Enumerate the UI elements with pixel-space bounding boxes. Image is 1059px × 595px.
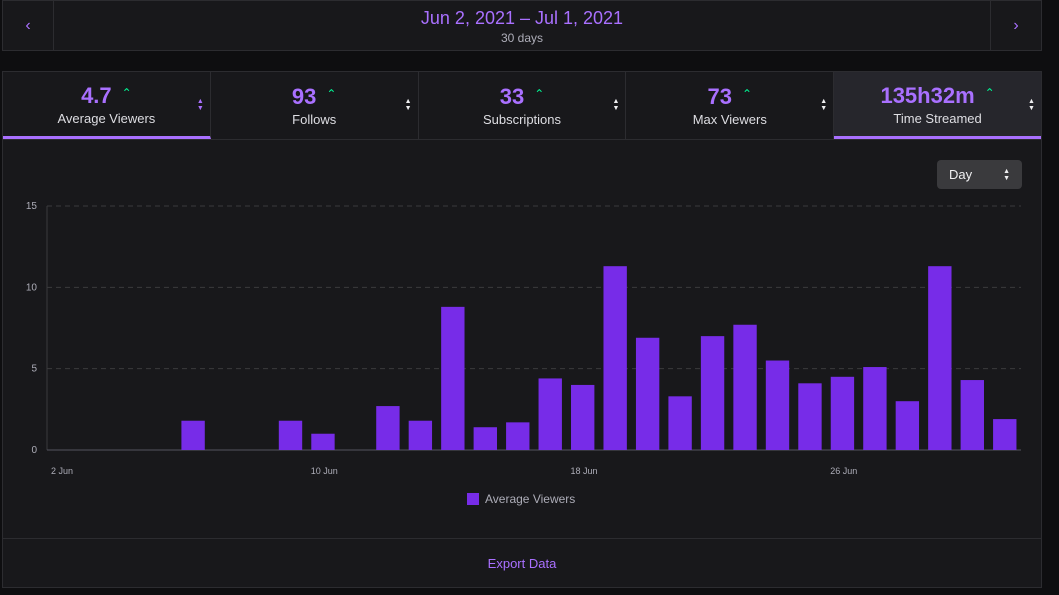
stat-value: 73 (707, 84, 732, 109)
export-data-link[interactable]: Export Data (487, 555, 557, 571)
stat-label: Average Viewers (57, 110, 156, 126)
y-tick-label: 10 (26, 282, 38, 293)
stats-tabs: 4.7 ⌃ Average Viewers ▲ ▼ 93 ⌃ Follows ▲ ▼… (3, 72, 1041, 140)
x-tick-label: 18 Jun (570, 466, 597, 476)
date-range-days: 30 days (500, 30, 544, 45)
sort-icon[interactable]: ▲ ▼ (196, 98, 204, 112)
stat-tab-max-viewers[interactable]: 73 ⌃ Max Viewers ▲ ▼ (626, 72, 835, 139)
stat-tab-average-viewers[interactable]: 4.7 ⌃ Average Viewers ▲ ▼ (3, 72, 211, 139)
bar-27-jun (863, 367, 887, 450)
period-select-value: Day (949, 167, 973, 182)
bar-28-jun (895, 401, 920, 450)
next-period-button[interactable]: › (990, 1, 1041, 50)
bar-13-jun (408, 420, 433, 450)
x-tick-label: 2 Jun (51, 466, 73, 476)
bar-15-jun (473, 427, 497, 450)
bar-17-jun (538, 378, 562, 450)
bar-10-jun (311, 433, 335, 450)
bar-1-jul (993, 419, 1017, 450)
chevron-left-icon: ‹ (25, 16, 31, 34)
stat-tab-time-streamed[interactable]: 135h32m ⌃ Time Streamed ▲ ▼ (834, 72, 1041, 139)
x-tick-label: 10 Jun (311, 466, 338, 476)
x-tick-label: 26 Jun (830, 466, 857, 476)
stats-panel: 4.7 ⌃ Average Viewers ▲ ▼ 93 ⌃ Follows ▲ ▼… (2, 71, 1042, 588)
chevron-right-icon: › (1013, 16, 1019, 34)
bar-12-jun (376, 406, 400, 450)
legend-swatch (467, 493, 479, 505)
trend-up-icon: ⌃ (326, 87, 337, 101)
export-row: Export Data (3, 538, 1041, 587)
bar-25-jun (798, 383, 822, 450)
period-select[interactable]: Day ▲ ▼ (937, 160, 1022, 189)
stat-value: 4.7 (81, 82, 112, 108)
bar-16-jun (506, 422, 530, 450)
bar-29-jun (928, 266, 952, 450)
stat-label: Subscriptions (482, 112, 562, 127)
date-range-label: Jun 2, 2021 – Jul 1, 2021 (420, 7, 624, 28)
date-range-bar: ‹ Jun 2, 2021 – Jul 1, 2021 30 days › (2, 0, 1042, 51)
bar-23-jun (733, 324, 757, 450)
date-range-display: Jun 2, 2021 – Jul 1, 2021 30 days (54, 1, 990, 50)
sort-icon[interactable]: ▲ ▼ (404, 98, 412, 112)
select-caret-icon: ▲ ▼ (1003, 167, 1010, 182)
stat-label: Max Viewers (692, 112, 767, 127)
y-tick-label: 15 (26, 201, 38, 212)
stat-tab-follows[interactable]: 93 ⌃ Follows ▲ ▼ (211, 72, 419, 139)
legend-label: Average Viewers (485, 492, 575, 506)
stat-value: 135h32m (880, 82, 975, 108)
sort-icon[interactable]: ▲ ▼ (820, 98, 828, 112)
stat-label: Time Streamed (893, 110, 982, 126)
bar-21-jun (668, 396, 692, 450)
bar-6-jun (181, 420, 205, 450)
y-tick-label: 5 (31, 364, 37, 375)
bar-9-jun (278, 420, 303, 450)
bar-20-jun (635, 337, 660, 450)
average-viewers-chart: 0 5 10 15 2 Jun 10 Jun 18 Jun 26 Jun Average Vie… (26, 201, 1021, 506)
stat-tab-subscriptions[interactable]: 33 ⌃ Subscriptions ▲ ▼ (419, 72, 627, 139)
trend-up-icon: ⌃ (121, 85, 132, 100)
stat-label: Follows (292, 112, 337, 127)
stat-value: 93 (291, 84, 317, 109)
stat-value: 33 (499, 84, 525, 109)
bar-14-jun (441, 306, 465, 450)
bar-30-jun (960, 380, 984, 450)
bar-19-jun (603, 266, 627, 450)
previous-period-button[interactable]: ‹ (3, 1, 54, 50)
sort-icon[interactable]: ▲ ▼ (612, 98, 620, 112)
sort-icon[interactable]: ▲ ▼ (1028, 98, 1035, 112)
y-tick-label: 0 (31, 445, 37, 456)
trend-up-icon: ⌃ (534, 87, 545, 101)
trend-up-icon: ⌃ (984, 85, 995, 100)
trend-up-icon: ⌃ (742, 87, 753, 101)
bar-26-jun (830, 376, 855, 450)
bar-18-jun (571, 384, 595, 450)
bar-22-jun (700, 336, 725, 450)
bar-24-jun (765, 360, 790, 450)
